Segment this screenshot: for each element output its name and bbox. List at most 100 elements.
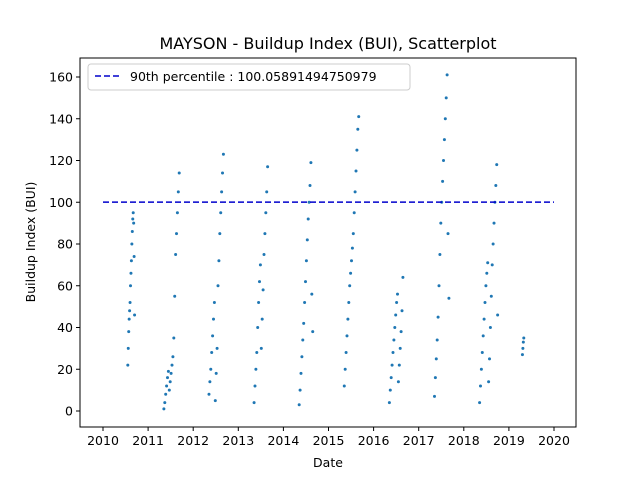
data-point <box>443 117 447 121</box>
data-point <box>350 246 354 250</box>
data-point <box>174 252 178 256</box>
y-tick-label: 120 <box>49 153 73 168</box>
data-point <box>211 334 215 338</box>
data-point <box>388 388 392 392</box>
data-point <box>217 259 221 263</box>
data-point <box>303 280 307 284</box>
data-point <box>169 371 173 375</box>
x-tick-label: 2013 <box>222 433 254 448</box>
data-point <box>342 384 346 388</box>
data-point <box>437 284 441 288</box>
data-point <box>252 401 256 405</box>
data-point <box>129 271 133 275</box>
data-point <box>210 351 214 355</box>
chart-title: MAYSON - Buildup Index (BUI), Scatterplo… <box>159 34 496 53</box>
data-point <box>495 163 499 167</box>
y-tick-label: 80 <box>57 237 73 252</box>
x-tick-label: 2016 <box>358 433 390 448</box>
y-tick-label: 20 <box>57 362 73 377</box>
data-point <box>346 317 350 321</box>
data-point <box>488 357 492 361</box>
x-tick-label: 2010 <box>87 433 119 448</box>
data-point <box>389 376 393 380</box>
data-point <box>221 152 225 156</box>
data-point <box>128 300 132 304</box>
data-point <box>484 284 488 288</box>
x-tick-label: 2015 <box>313 433 345 448</box>
data-point <box>352 211 356 215</box>
data-point <box>479 367 483 371</box>
data-point <box>212 300 216 304</box>
data-point <box>356 127 360 131</box>
data-point <box>170 363 174 367</box>
data-point <box>398 346 402 350</box>
data-point <box>355 148 359 152</box>
y-axis-label: Buildup Index (BUI) <box>23 182 38 303</box>
data-point <box>396 292 400 296</box>
data-point <box>175 211 179 215</box>
data-point <box>301 338 305 342</box>
data-point <box>257 280 261 284</box>
data-point <box>433 376 437 380</box>
y-tick-label: 60 <box>57 278 73 293</box>
data-point <box>343 367 347 371</box>
data-point <box>254 367 258 371</box>
data-point <box>165 384 169 388</box>
data-point <box>299 371 303 375</box>
data-point <box>492 221 496 225</box>
data-point <box>446 232 450 236</box>
data-point <box>488 326 492 329</box>
plot-area <box>79 57 577 428</box>
data-point <box>357 115 361 119</box>
data-point <box>256 326 260 329</box>
data-point <box>162 407 166 411</box>
data-point <box>345 334 349 338</box>
data-point <box>393 326 397 329</box>
data-point <box>211 317 215 321</box>
x-tick-label: 2018 <box>448 433 480 448</box>
data-point <box>218 232 222 236</box>
data-point <box>483 300 487 304</box>
data-point <box>260 317 264 321</box>
data-point <box>351 232 355 236</box>
x-tick-label: 2020 <box>538 433 570 448</box>
data-point <box>444 96 448 100</box>
data-point <box>347 300 351 304</box>
data-point <box>521 346 525 350</box>
data-point <box>133 313 137 317</box>
data-point <box>490 263 494 267</box>
data-point <box>436 315 440 319</box>
data-point <box>522 336 526 340</box>
data-point <box>172 336 176 340</box>
data-point <box>173 294 177 298</box>
data-point <box>399 330 403 334</box>
data-point <box>521 340 525 344</box>
data-point <box>253 384 257 388</box>
data-point <box>207 392 211 396</box>
y-tick-label: 140 <box>49 111 73 126</box>
x-axis-label: Date <box>313 455 343 470</box>
data-point <box>257 300 261 304</box>
data-point <box>435 338 439 342</box>
data-point <box>354 169 358 173</box>
x-tick-label: 2019 <box>493 433 525 448</box>
data-point <box>394 313 398 317</box>
data-point <box>297 403 301 407</box>
data-point <box>168 380 172 384</box>
data-point <box>302 321 306 325</box>
data-point <box>209 367 213 371</box>
data-point <box>215 346 219 350</box>
y-tick-label: 100 <box>49 195 73 210</box>
data-point <box>130 242 134 246</box>
data-point <box>494 184 498 188</box>
data-point <box>127 317 131 321</box>
data-point <box>216 284 220 288</box>
data-point <box>214 371 218 375</box>
data-point <box>442 138 446 142</box>
data-point <box>311 330 315 334</box>
data-point <box>439 221 443 225</box>
data-point <box>487 380 491 384</box>
data-point <box>165 376 169 380</box>
data-point <box>163 401 167 405</box>
data-point <box>395 300 399 304</box>
